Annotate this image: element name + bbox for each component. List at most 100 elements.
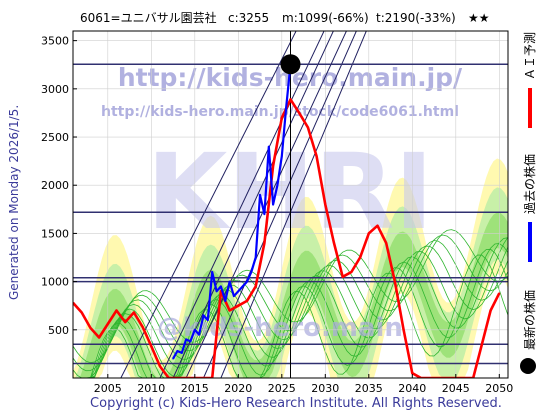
past-price-point [250,271,253,273]
ai-prediction-point [98,336,100,339]
x-tick-label: 2040 [398,382,426,395]
past-price-point [194,329,196,331]
past-price-point [268,145,270,148]
trend-channel-line [203,31,357,378]
ai-prediction-point [237,304,240,307]
y-axis-ticks: 500 1000 1500 2000 2500 3000 3500 [41,35,77,337]
header-min-price: m:1099(-66%) [282,11,369,25]
ai-prediction-point [498,292,501,295]
ai-prediction-point [107,323,109,325]
ai-prediction-point [89,327,92,329]
ai-prediction-point [115,309,118,312]
y-tick-label: 1000 [41,276,69,289]
ai-prediction-point [289,98,292,101]
ai-prediction-point [124,321,126,323]
legend-ai-label: ＡＩ予測 [523,32,537,80]
past-price-point [241,285,244,288]
ai-prediction-point [80,311,83,314]
past-price-point [228,280,231,283]
plot-frame [72,30,509,379]
y-tick-label: 500 [48,324,69,337]
ai-prediction-point [246,300,248,302]
header-rating: ★★ [468,11,490,25]
past-price-point [285,107,287,109]
past-price-point [198,333,200,336]
x-tick-label: 2030 [311,382,339,395]
ai-prediction-point [272,165,274,167]
past-price-point [272,203,274,206]
ai-prediction-point [298,112,301,114]
ai-prediction-point [307,126,309,129]
header-current-price: c:3255 [228,11,269,25]
ai-prediction-point [359,256,361,259]
x-tick-label: 2020 [224,382,252,395]
y-tick-label: 2500 [41,131,69,144]
past-price-point [237,290,240,293]
y-tick-label: 2000 [41,179,69,192]
y-tick-label: 1500 [41,227,69,240]
generated-date-label: Generated on Monday 2026/1/5. [7,105,21,300]
x-tick-label: 2005 [94,382,122,395]
x-tick-label: 2035 [355,382,383,395]
ai-prediction-point [263,242,266,244]
past-price-point [181,352,183,354]
chart-overlay [73,31,508,378]
past-price-point [185,338,187,341]
past-price-point [215,290,218,293]
ai-prediction-point [315,155,318,158]
past-price-point [276,184,279,186]
past-price-point [207,319,209,322]
ai-prediction-point [489,309,492,312]
legend-latest-label: 最新の株価 [522,290,537,350]
header-target-price: t:2190(-33%) [376,11,456,25]
ai-prediction-point [368,232,370,235]
past-price-point [172,357,174,360]
past-price-point [211,271,213,273]
trend-channel-line [220,31,367,378]
x-axis-ticks: 2005 2010 2015 2020 2025 2030 2035 2040 2045 2050 [94,374,513,395]
ai-prediction-point [481,343,483,346]
y-tick-label: 3500 [41,35,69,48]
past-price-point [246,280,248,283]
past-price-point [281,155,283,158]
ai-prediction-point [281,117,283,119]
past-price-point [176,350,179,352]
x-tick-label: 2050 [485,382,513,395]
ai-prediction-point [402,329,405,331]
ai-prediction-point [141,326,144,328]
ai-prediction-point [133,311,135,314]
x-tick-label: 2015 [181,382,209,395]
legend: ＡＩ予測 過去の株価 最新の株価 [520,32,537,374]
past-price-point [254,256,257,259]
legend-past-label: 過去の株価 [522,154,537,214]
trend-channel-line [120,31,297,378]
ai-prediction-point [150,345,153,348]
x-tick-label: 2010 [137,382,165,395]
past-price-point [233,295,235,297]
ai-prediction-point [341,276,344,278]
header-code-name: 6061=ユニバサル園芸社 [80,10,217,25]
copyright-footer: Copyright (c) Kids-Hero Research Institu… [90,396,502,411]
past-price-point [224,300,227,302]
ai-prediction-point [333,242,335,244]
ai-prediction-point [385,242,388,244]
past-price-point [263,213,266,215]
ai-prediction-point [350,271,353,273]
y-tick-label: 3000 [41,83,69,96]
ai-prediction-point [394,280,396,283]
past-price-point [202,314,205,317]
x-tick-label: 2025 [268,382,296,395]
ai-prediction-point [254,285,257,288]
legend-latest-swatch [520,358,536,374]
ai-prediction-point [228,309,231,312]
watermark-url-sub: http://kids-hero.main.jp/stock/code6061.… [101,104,459,120]
ai-prediction-point [159,365,161,368]
past-price-point [189,340,192,343]
latest-price-marker [280,54,301,75]
ai-prediction-point [324,203,327,206]
ai-prediction-point [411,372,414,375]
past-price-point [259,194,261,196]
ai-prediction-point [376,224,379,227]
x-tick-label: 2045 [442,382,470,395]
